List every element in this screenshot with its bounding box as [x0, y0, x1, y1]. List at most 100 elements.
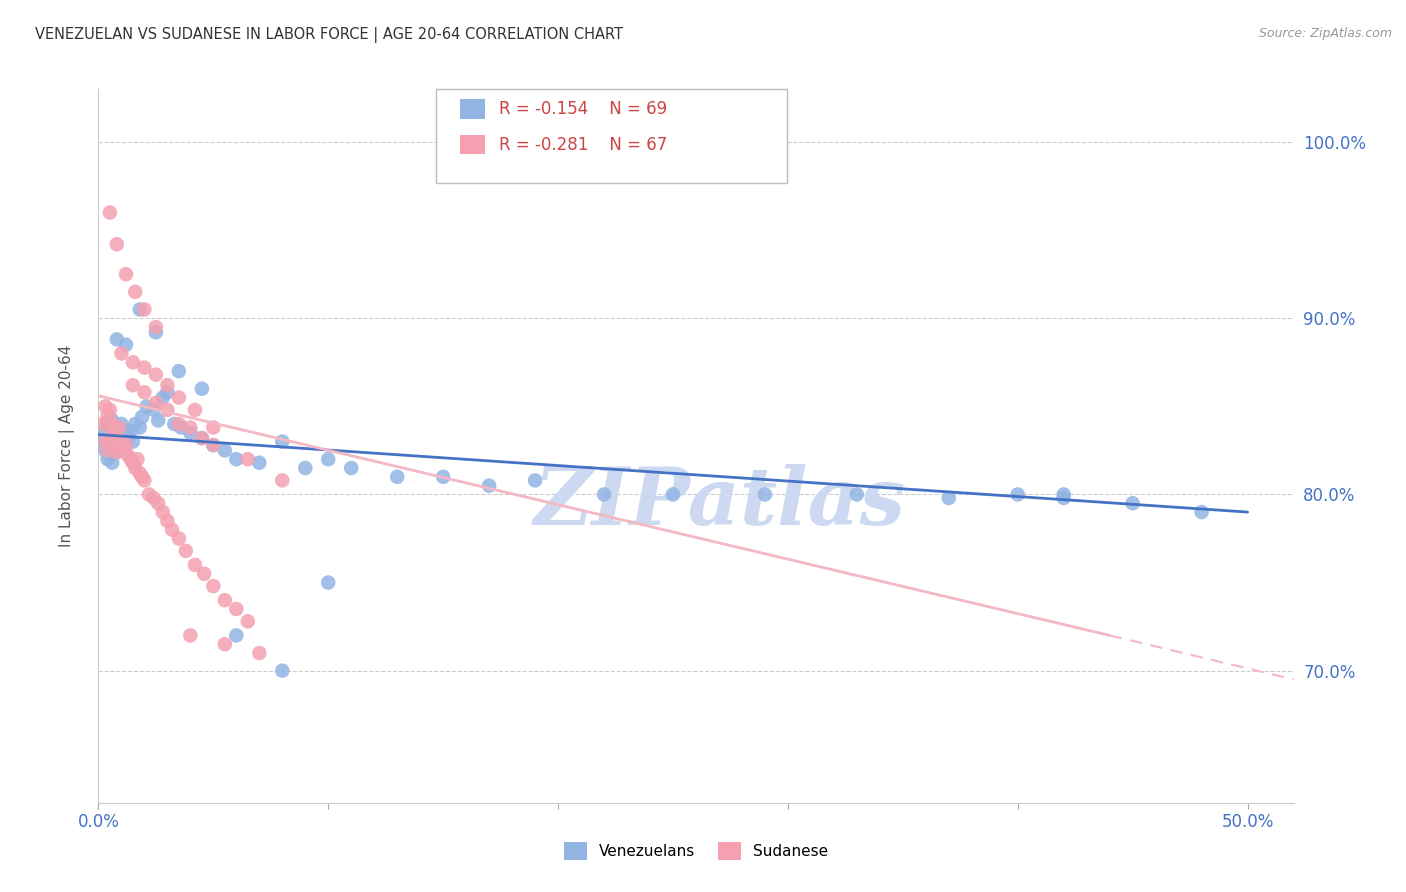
Point — [105, 237, 128, 252]
Point — [105, 332, 128, 346]
Point — [115, 337, 138, 351]
Point — [1007, 487, 1029, 501]
Point — [148, 496, 170, 510]
Point — [184, 558, 207, 572]
Point — [845, 487, 868, 501]
Point — [105, 431, 128, 445]
Point — [152, 505, 174, 519]
Point — [108, 427, 131, 442]
Text: ZIPatlas: ZIPatlas — [534, 465, 905, 541]
Point — [247, 646, 270, 660]
Point — [202, 420, 225, 434]
Point — [167, 391, 190, 405]
Point — [91, 417, 114, 431]
Point — [97, 452, 120, 467]
Point — [110, 346, 132, 360]
Point — [214, 637, 236, 651]
Point — [294, 461, 316, 475]
Point — [115, 438, 138, 452]
Point — [98, 449, 121, 463]
Point — [754, 487, 776, 501]
Point — [134, 360, 156, 375]
Point — [101, 417, 124, 431]
Point — [108, 420, 131, 434]
Point — [225, 602, 247, 616]
Point — [94, 443, 117, 458]
Point — [131, 409, 153, 424]
Point — [191, 431, 214, 445]
Point — [131, 470, 153, 484]
Point — [134, 302, 156, 317]
Point — [103, 425, 125, 440]
Point — [163, 417, 186, 431]
Point — [156, 385, 179, 400]
Point — [128, 420, 150, 434]
Point — [128, 302, 150, 317]
Point — [432, 470, 454, 484]
Point — [117, 431, 139, 445]
Point — [271, 474, 294, 488]
Point — [112, 442, 135, 456]
Point — [94, 400, 117, 414]
Point — [105, 445, 128, 459]
Point — [271, 434, 294, 449]
Point — [98, 205, 121, 219]
Point — [134, 385, 156, 400]
Point — [524, 474, 547, 488]
Point — [112, 425, 135, 440]
Point — [101, 420, 124, 434]
Point — [122, 355, 145, 369]
Point — [152, 391, 174, 405]
Point — [225, 452, 247, 467]
Legend: Venezuelans, Sudanese: Venezuelans, Sudanese — [558, 836, 834, 866]
Point — [184, 403, 207, 417]
Point — [142, 403, 165, 417]
Point — [97, 443, 120, 458]
Point — [247, 456, 270, 470]
Point — [94, 434, 117, 449]
Point — [145, 396, 167, 410]
Point — [115, 267, 138, 281]
Point — [236, 452, 259, 467]
Point — [110, 434, 132, 449]
Point — [1053, 491, 1076, 505]
Point — [98, 431, 121, 445]
Point — [122, 378, 145, 392]
Point — [167, 532, 190, 546]
Point — [91, 434, 114, 449]
Point — [127, 452, 149, 467]
Point — [156, 403, 179, 417]
Point — [202, 438, 225, 452]
Point — [179, 425, 201, 440]
Point — [167, 417, 190, 431]
Point — [145, 326, 167, 340]
Point — [105, 431, 128, 445]
Point — [110, 417, 132, 431]
Text: R = -0.281    N = 67: R = -0.281 N = 67 — [499, 136, 668, 153]
Text: VENEZUELAN VS SUDANESE IN LABOR FORCE | AGE 20-64 CORRELATION CHART: VENEZUELAN VS SUDANESE IN LABOR FORCE | … — [35, 27, 623, 43]
Point — [105, 445, 128, 459]
Point — [103, 424, 125, 438]
Point — [124, 285, 146, 299]
Point — [122, 456, 145, 470]
Point — [117, 449, 139, 463]
Point — [478, 478, 501, 492]
Point — [145, 368, 167, 382]
Point — [124, 417, 146, 431]
Point — [156, 514, 179, 528]
Point — [179, 420, 201, 434]
Point — [1191, 505, 1213, 519]
Point — [1053, 487, 1076, 501]
Text: Source: ZipAtlas.com: Source: ZipAtlas.com — [1258, 27, 1392, 40]
Point — [167, 364, 190, 378]
Point — [138, 487, 160, 501]
Point — [271, 664, 294, 678]
Point — [122, 434, 145, 449]
Point — [101, 413, 124, 427]
Point — [108, 442, 131, 456]
Point — [142, 491, 165, 505]
Point — [98, 420, 121, 434]
Point — [97, 408, 120, 422]
Point — [1122, 496, 1144, 510]
Point — [148, 413, 170, 427]
